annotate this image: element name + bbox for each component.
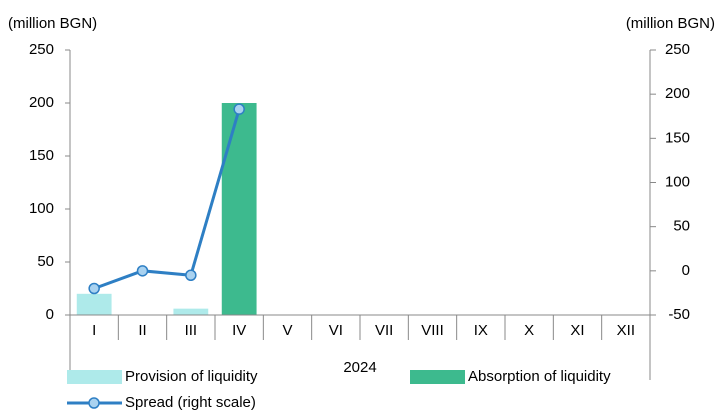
y2-tick-label: 150 <box>665 129 690 146</box>
y-tick-label: 0 <box>46 306 54 323</box>
x-tick-label: IX <box>474 322 488 339</box>
x-tick-label: I <box>92 322 96 339</box>
y2-tick-label: 200 <box>665 85 690 102</box>
x-tick-label: XI <box>570 322 584 339</box>
x-tick-label: III <box>185 322 198 339</box>
legend-marker <box>88 397 100 409</box>
line-marker <box>88 282 100 295</box>
x-axis-label: 2024 <box>343 359 376 376</box>
y-tick-label: 50 <box>37 253 54 270</box>
x-tick-label: XII <box>617 322 635 339</box>
y-tick-label: 150 <box>29 147 54 164</box>
bar <box>221 103 257 315</box>
x-tick-label: II <box>138 322 146 339</box>
bar <box>76 293 112 315</box>
x-tick-label: IV <box>232 322 246 339</box>
x-tick-label: V <box>282 322 292 339</box>
line <box>93 108 241 290</box>
x-tick-label: VII <box>375 322 393 339</box>
line-marker <box>136 265 149 277</box>
legend-label: Provision of liquidity <box>125 368 258 385</box>
y2-tick-label: 0 <box>682 262 690 279</box>
y2-axis-label: (million BGN) <box>626 15 715 32</box>
y2-tick-label: -50 <box>668 306 690 323</box>
x-tick-label: VI <box>329 322 343 339</box>
line-marker <box>185 269 197 281</box>
x-tick-label: X <box>524 322 534 339</box>
legend-swatch <box>67 370 122 384</box>
x-tick-label: VIII <box>421 322 444 339</box>
y2-tick-label: 50 <box>673 218 690 235</box>
y2-tick-label: 250 <box>665 41 690 58</box>
y2-tick-label: 100 <box>665 173 690 190</box>
bar <box>173 308 209 315</box>
y-axis-label: (million BGN) <box>8 15 97 32</box>
legend-swatch <box>410 370 465 384</box>
legend-label: Absorption of liquidity <box>468 368 611 385</box>
y-tick-label: 200 <box>29 94 54 111</box>
y-tick-label: 100 <box>29 200 54 217</box>
y-tick-label: 250 <box>29 41 54 58</box>
line-marker <box>233 103 245 115</box>
legend-label: Spread (right scale) <box>125 394 256 410</box>
